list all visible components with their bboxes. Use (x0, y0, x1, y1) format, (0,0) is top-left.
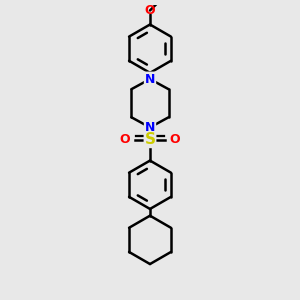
Text: N: N (145, 73, 155, 85)
Text: S: S (145, 132, 155, 147)
Text: O: O (120, 133, 130, 146)
Text: N: N (145, 121, 155, 134)
Text: O: O (145, 4, 155, 17)
Text: O: O (170, 133, 180, 146)
